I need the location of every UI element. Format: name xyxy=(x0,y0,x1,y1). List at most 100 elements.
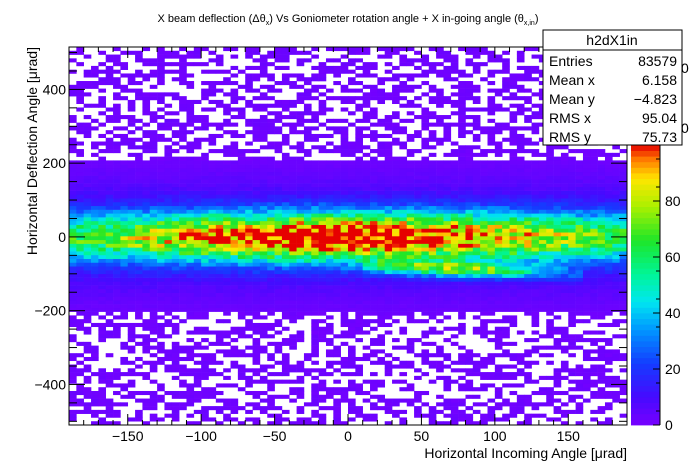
heatmap-cell xyxy=(281,164,290,169)
heatmap-cell xyxy=(362,285,371,290)
heatmap-cell xyxy=(76,96,84,101)
heatmap-cell xyxy=(333,183,341,188)
heatmap-cell xyxy=(414,160,422,165)
heatmap-cell xyxy=(325,338,334,343)
heatmap-cell xyxy=(414,115,422,120)
heatmap-cell xyxy=(98,296,107,301)
heatmap-cell xyxy=(267,130,275,135)
heatmap-cell xyxy=(311,326,319,331)
heatmap-cell xyxy=(252,164,261,169)
heatmap-cell xyxy=(428,379,437,384)
heatmap-cell xyxy=(392,164,400,169)
heatmap-cell xyxy=(245,307,253,312)
heatmap-cell xyxy=(377,209,386,214)
heatmap-cell xyxy=(76,409,84,414)
heatmap-cell xyxy=(531,201,540,207)
heatmap-cell xyxy=(252,417,261,422)
heatmap-cell xyxy=(362,322,371,328)
heatmap-cell xyxy=(480,198,488,203)
heatmap-cell xyxy=(355,409,363,414)
heatmap-cell xyxy=(142,133,151,139)
heatmap-cell xyxy=(142,402,151,407)
heatmap-cell xyxy=(208,239,217,244)
heatmap-cell xyxy=(281,304,290,309)
heatmap-cell xyxy=(509,118,518,123)
heatmap-cell xyxy=(245,81,253,86)
heatmap-cell xyxy=(296,171,305,176)
heatmap-cell xyxy=(318,84,327,89)
heatmap-cell xyxy=(289,379,297,384)
heatmap-cell xyxy=(436,228,444,233)
heatmap-cell xyxy=(377,270,386,275)
heatmap-cell xyxy=(538,254,547,259)
heatmap-cell xyxy=(164,228,173,233)
heatmap-cell xyxy=(223,81,231,86)
heatmap-cell xyxy=(259,224,268,229)
heatmap-cell xyxy=(318,73,327,78)
heatmap-cell xyxy=(311,390,319,396)
heatmap-cell xyxy=(98,409,107,414)
heatmap-cell xyxy=(193,247,202,252)
heatmap-cell xyxy=(406,160,415,165)
heatmap-cell xyxy=(333,179,341,184)
heatmap-cell xyxy=(83,394,92,399)
heatmap-cell xyxy=(296,285,305,290)
heatmap-cell xyxy=(524,304,532,309)
heatmap-cell xyxy=(450,69,459,74)
heatmap-cell xyxy=(105,145,114,150)
heatmap-cell xyxy=(575,201,584,207)
heatmap-cell xyxy=(392,141,400,146)
heatmap-cell xyxy=(348,167,356,173)
heatmap-cell xyxy=(370,296,378,301)
heatmap-cell xyxy=(516,372,525,377)
heatmap-cell xyxy=(340,47,349,52)
heatmap-cell xyxy=(546,307,554,312)
heatmap-cell xyxy=(252,220,261,225)
heatmap-cell xyxy=(355,160,363,165)
heatmap-cell xyxy=(362,413,371,418)
heatmap-cell xyxy=(267,379,275,384)
heatmap-cell xyxy=(494,160,503,165)
heatmap-cell xyxy=(436,311,444,316)
heatmap-cell xyxy=(333,307,341,312)
heatmap-cell xyxy=(127,164,136,169)
heatmap-cell xyxy=(406,77,415,82)
heatmap-cell xyxy=(392,179,400,184)
heatmap-cell xyxy=(289,292,297,297)
heatmap-cell xyxy=(436,243,444,248)
heatmap-cell xyxy=(450,243,459,248)
heatmap-cell xyxy=(215,228,224,233)
heatmap-cell xyxy=(171,330,180,335)
heatmap-cell xyxy=(348,201,356,207)
heatmap-cell xyxy=(267,167,275,173)
heatmap-cell xyxy=(340,270,349,275)
heatmap-cell xyxy=(502,50,510,55)
heatmap-cell xyxy=(333,292,341,297)
heatmap-cell xyxy=(348,111,356,116)
heatmap-cell xyxy=(355,270,363,275)
heatmap-cell xyxy=(531,338,540,343)
heatmap-cell xyxy=(575,209,584,214)
heatmap-cell xyxy=(252,194,261,199)
heatmap-cell xyxy=(142,232,151,237)
heatmap-cell xyxy=(142,266,151,271)
heatmap-cell xyxy=(186,179,195,184)
heatmap-cell xyxy=(325,353,334,358)
heatmap-cell xyxy=(458,251,466,256)
heatmap-cell xyxy=(201,236,209,241)
heatmap-cell xyxy=(83,387,92,392)
heatmap-cell xyxy=(414,198,422,203)
heatmap-cell xyxy=(252,315,261,320)
heatmap-cell xyxy=(171,296,180,301)
heatmap-cell xyxy=(546,171,554,176)
heatmap-cell xyxy=(428,194,437,199)
heatmap-cell xyxy=(105,262,114,267)
heatmap-cell xyxy=(91,198,99,203)
heatmap-cell xyxy=(127,281,136,286)
heatmap-cell xyxy=(135,372,143,377)
heatmap-cell xyxy=(465,270,474,275)
heatmap-cell xyxy=(303,277,312,282)
heatmap-cell xyxy=(245,322,253,328)
heatmap-cell xyxy=(318,372,327,377)
heatmap-cell xyxy=(157,356,165,362)
